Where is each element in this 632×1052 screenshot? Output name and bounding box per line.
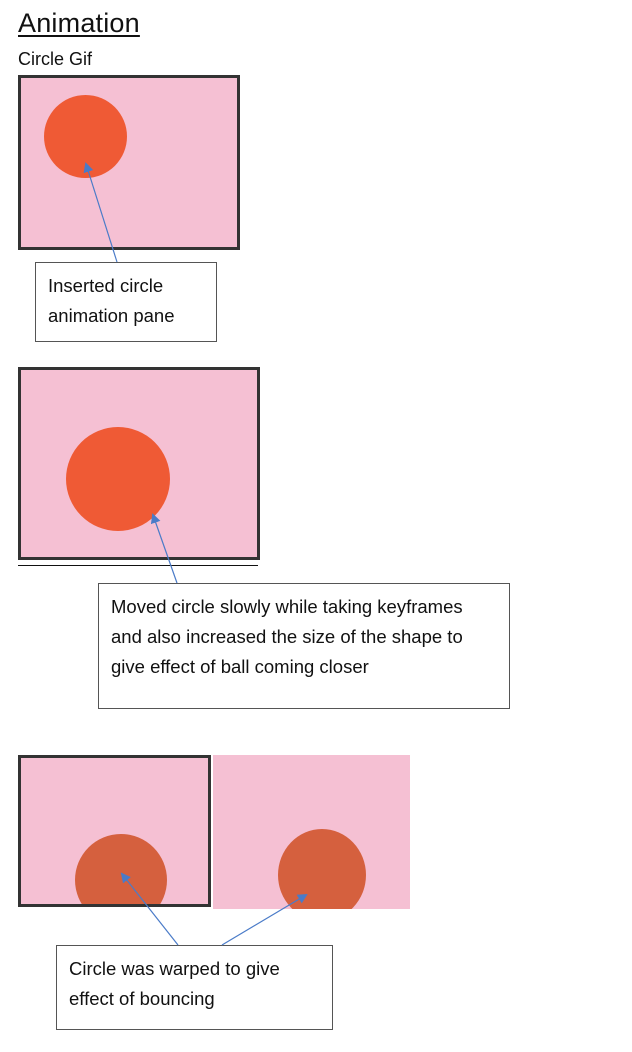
circle-shape-small: [44, 95, 127, 178]
circle-shape-warped-2: [278, 829, 366, 909]
circle-shape-large: [66, 427, 170, 531]
callout-warped-circle: Circle was warped to give effect of boun…: [56, 945, 333, 1030]
callout-moved-circle: Moved circle slowly while taking keyfram…: [98, 583, 510, 709]
animation-frame-2: [18, 367, 260, 560]
page-title: Animation: [18, 8, 140, 38]
animation-frame-1: [18, 75, 240, 250]
callout-inserted-circle: Inserted circle animation pane: [35, 262, 217, 342]
animation-frame-4: [213, 755, 410, 909]
circle-shape-warped-1: [75, 834, 167, 904]
divider-line: [18, 565, 258, 566]
animation-frame-3: [18, 755, 211, 907]
section-subtitle: Circle Gif: [18, 49, 93, 69]
